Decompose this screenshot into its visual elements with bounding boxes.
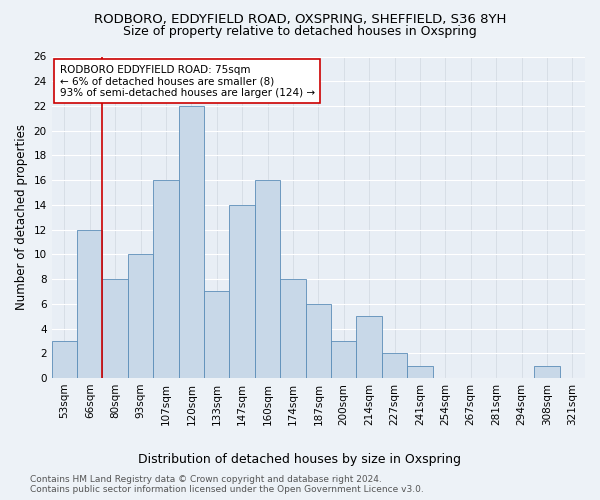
Bar xyxy=(305,304,331,378)
Bar xyxy=(331,341,356,378)
Bar xyxy=(534,366,560,378)
Bar xyxy=(179,106,204,378)
Y-axis label: Number of detached properties: Number of detached properties xyxy=(15,124,28,310)
Text: Contains public sector information licensed under the Open Government Licence v3: Contains public sector information licen… xyxy=(30,485,424,494)
Bar xyxy=(382,354,407,378)
Bar xyxy=(280,279,305,378)
Text: RODBORO, EDDYFIELD ROAD, OXSPRING, SHEFFIELD, S36 8YH: RODBORO, EDDYFIELD ROAD, OXSPRING, SHEFF… xyxy=(94,12,506,26)
Text: RODBORO EDDYFIELD ROAD: 75sqm
← 6% of detached houses are smaller (8)
93% of sem: RODBORO EDDYFIELD ROAD: 75sqm ← 6% of de… xyxy=(59,64,315,98)
Text: Size of property relative to detached houses in Oxspring: Size of property relative to detached ho… xyxy=(123,25,477,38)
Bar xyxy=(52,341,77,378)
Bar xyxy=(204,292,229,378)
Text: Contains HM Land Registry data © Crown copyright and database right 2024.: Contains HM Land Registry data © Crown c… xyxy=(30,475,382,484)
Bar xyxy=(407,366,433,378)
Bar xyxy=(128,254,153,378)
Bar xyxy=(255,180,280,378)
Bar xyxy=(356,316,382,378)
Bar xyxy=(103,279,128,378)
Bar xyxy=(153,180,179,378)
Bar xyxy=(229,205,255,378)
Bar xyxy=(77,230,103,378)
Text: Distribution of detached houses by size in Oxspring: Distribution of detached houses by size … xyxy=(139,454,461,466)
